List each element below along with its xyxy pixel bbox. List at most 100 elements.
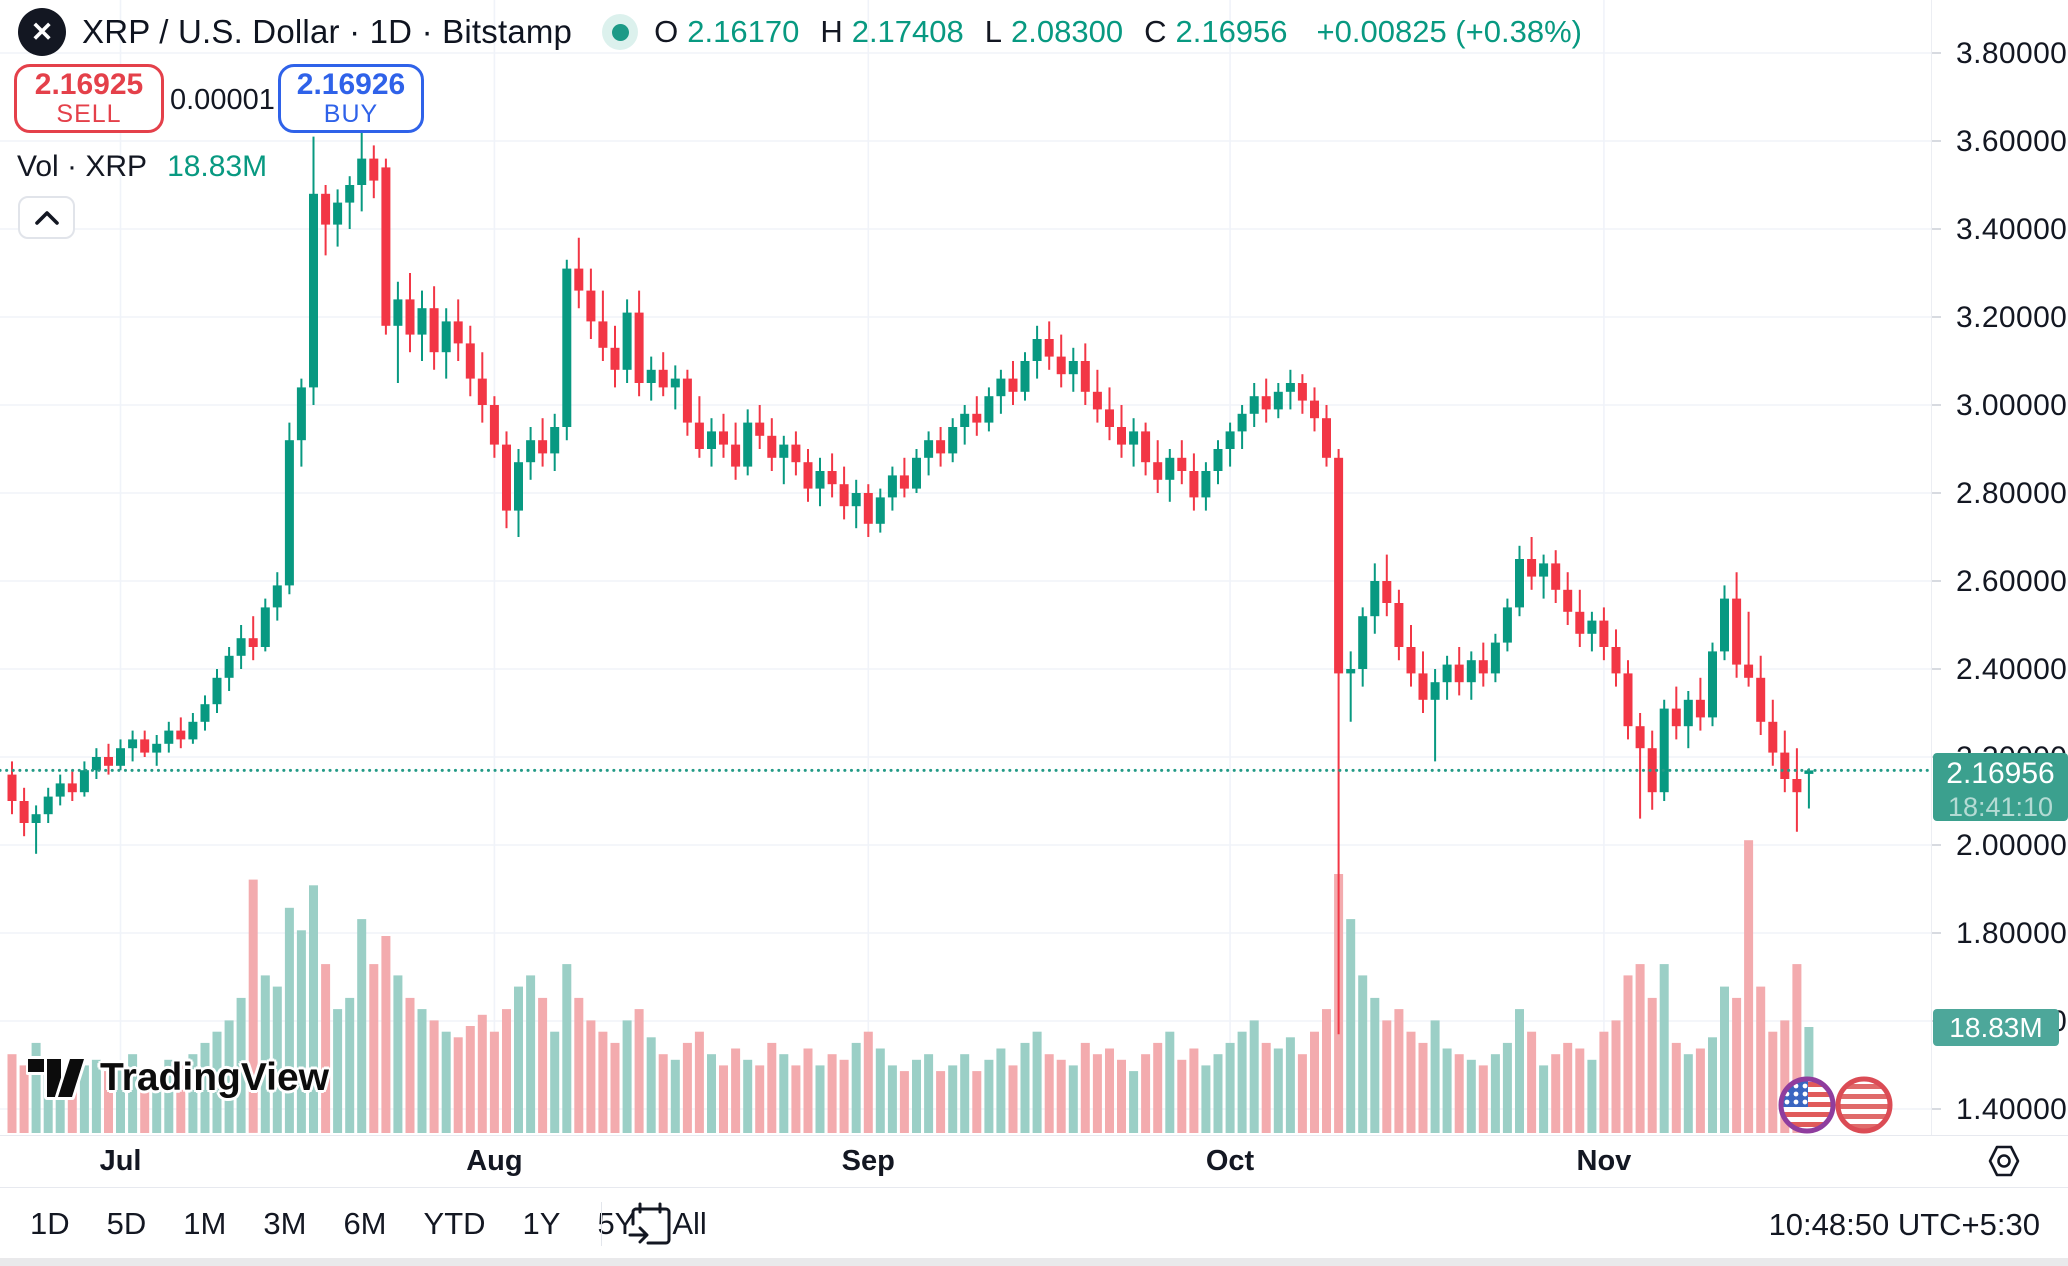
volume-bar [405,997,415,1133]
price-axis-tick [1932,492,1941,494]
candle [1792,748,1802,832]
volume-bar [188,1054,198,1133]
range-button-5d[interactable]: 5D [106,1205,147,1241]
candle [357,132,367,212]
candle [1466,651,1476,700]
price-axis-tick [1932,932,1941,934]
volume-bar [272,986,282,1133]
volume-bar [1201,1065,1211,1133]
candle [827,453,837,498]
candle [610,325,620,388]
go-to-date-button[interactable] [628,1200,674,1253]
symbol-header[interactable]: ✕ XRP / U.S. Dollar · 1D · Bitstamp O 2.… [18,8,1582,56]
volume-bar [212,1031,222,1133]
volume-bar [996,1048,1006,1133]
volume-bar [1008,1065,1018,1133]
volume-bar [1563,1042,1573,1133]
date-range-switcher: 1D 5D 1M 3M 6M YTD 1Y 5Y All [30,1188,707,1259]
price-axis-label: 2.00000 [1956,829,2068,862]
candle [1720,585,1729,661]
candle [1261,378,1271,423]
volume-bar [694,1031,704,1133]
volume-bar [1213,1054,1223,1133]
volume-bar [1080,1042,1090,1133]
tradingview-logo-icon [26,1056,86,1100]
collapse-legend-button[interactable] [18,196,75,239]
volume-bar [1515,1009,1524,1133]
bottom-strip [0,1258,2068,1266]
candle [658,352,668,397]
volume-bar [1744,840,1754,1133]
candle [1611,629,1621,687]
candle [248,616,258,661]
candle [1623,660,1633,740]
volume-bar [1370,997,1380,1133]
price-axis-tick [1932,228,1941,230]
candle [1225,422,1235,467]
candle [152,735,162,766]
price-axis-label: 3.80000 [1956,37,2068,70]
volume-bar [1792,964,1802,1133]
time-axis-month-label: Aug [466,1145,523,1177]
candle [1490,633,1500,683]
price-axis-tick [1932,52,1941,54]
volume-bar [610,1042,620,1133]
candle [815,457,825,507]
candle [104,743,113,775]
volume-bar [43,1071,53,1133]
volume-bar [1056,1059,1066,1133]
range-button-3m[interactable]: 3M [263,1205,307,1241]
high-value: 2.17408 [851,14,964,49]
calendar-arrow-icon [628,1202,671,1245]
range-button-all[interactable]: All [672,1205,707,1241]
tradingview-watermark[interactable]: TradingView [26,1056,329,1100]
sell-label: SELL [56,100,122,129]
range-button-1y[interactable]: 1Y [522,1205,561,1241]
volume-bar [104,1071,113,1133]
candle [972,396,982,436]
market-status-icon[interactable] [602,14,639,50]
candle [996,369,1006,414]
candle [188,713,198,744]
volume-bar [634,1009,644,1133]
sell-button[interactable]: 2.16925 SELL [14,64,164,133]
candle [1780,730,1790,793]
volume-indicator-value: 18.83M [167,150,268,183]
volume-bar [465,1026,475,1133]
volume-bar [369,964,379,1133]
range-button-1d[interactable]: 1D [30,1205,70,1241]
volume-bar [707,1054,716,1133]
candle [176,717,186,749]
volume-bar [791,1065,801,1133]
volume-bar [1068,1065,1078,1133]
time-axis[interactable]: Jul Aug Sep Oct Nov [0,1135,2068,1187]
candle [586,268,596,339]
us-flag-event-icon[interactable] [1776,1072,1898,1143]
volume-bar [779,1054,789,1133]
volume-bar [1249,1020,1259,1133]
volume-bar [1671,1042,1681,1133]
candle [1683,691,1693,749]
candle [779,435,789,485]
price-axis-label: 2.40000 [1956,653,2068,686]
axis-settings-gear-icon[interactable] [1984,1141,2024,1186]
candle [1032,325,1042,379]
volume-bar [562,964,572,1133]
chevron-up-icon [34,210,59,225]
candle [1659,699,1669,801]
volume-indicator-row[interactable]: Vol · XRP 18.83M [17,150,267,184]
bar-countdown: 18:41:10 [1947,792,2054,822]
volume-bar [1237,1031,1247,1133]
price-axis[interactable]: 3.80000 3.60000 3.40000 3.20000 3.00000 2.800… [1931,0,2068,1135]
volume-bar [393,975,403,1133]
volume-bar [984,1059,994,1133]
candle [1587,611,1597,652]
volume-bar [1695,1048,1705,1133]
range-button-1m[interactable]: 1M [183,1205,227,1241]
range-button-6m[interactable]: 6M [343,1205,387,1241]
buy-button[interactable]: 2.16926 BUY [278,64,424,133]
volume-bar [1418,1042,1428,1133]
range-button-ytd[interactable]: YTD [423,1205,486,1241]
volume-bar [1611,1020,1621,1133]
